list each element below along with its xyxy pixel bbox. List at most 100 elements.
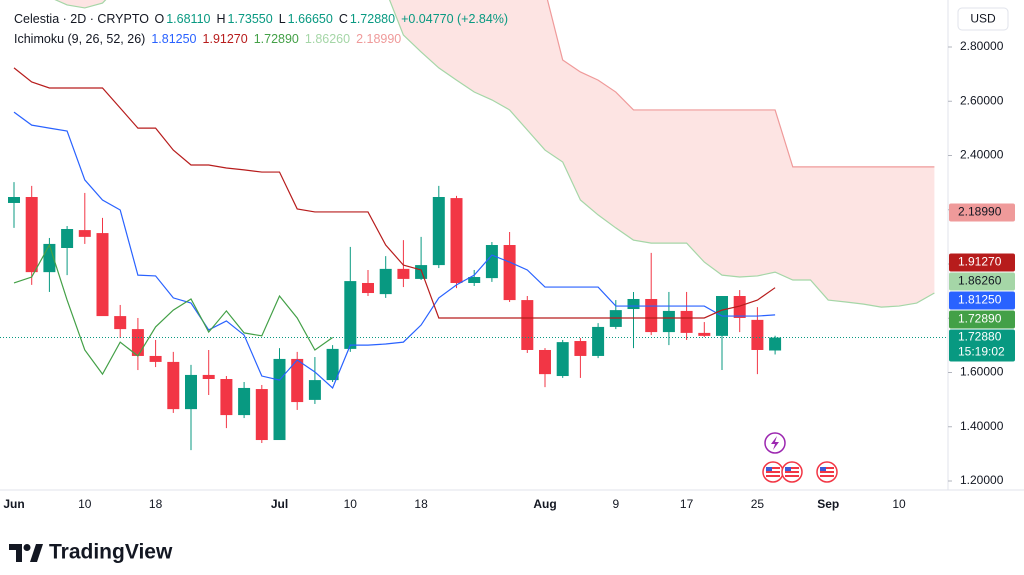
- candle-body: [733, 296, 746, 318]
- flag-stripe: [785, 473, 799, 475]
- flag-canton: [785, 467, 791, 471]
- candle-body: [8, 197, 20, 203]
- candle-body: [485, 245, 498, 279]
- currency: USD: [970, 12, 996, 26]
- legend: Celestia · 2D · CRYPTO O 1.68110 H 1.73550 L…: [14, 9, 514, 49]
- indicator-line: [54, 0, 935, 308]
- x-tick-label: 10: [892, 497, 906, 511]
- candle-body: [78, 230, 91, 237]
- flag-stripe: [766, 469, 780, 471]
- candle-body: [556, 342, 569, 377]
- candle-body: [503, 245, 516, 301]
- candle-body: [185, 374, 197, 410]
- candle-body: [769, 337, 782, 351]
- candle-body: [326, 348, 339, 381]
- y-tick-label: 2.40000: [960, 148, 1004, 162]
- candle-body: [592, 326, 605, 356]
- indicator-badge-label: 1.81250: [958, 293, 1002, 307]
- change: +0.04770 (+2.84%): [401, 12, 509, 26]
- x-tick-label: 17: [680, 497, 694, 511]
- flag-icon[interactable]: [816, 461, 838, 483]
- x-tick-label: Sep: [817, 497, 839, 511]
- flag-canton: [820, 467, 826, 471]
- countdown: 15:19:02: [958, 345, 1005, 359]
- indicator-line: [13, 243, 333, 376]
- flag-stripes: [766, 467, 780, 477]
- candle-body: [25, 197, 38, 273]
- indicator-badge: [949, 272, 1015, 291]
- indicator-value: 1.81250: [151, 32, 197, 46]
- indicator-name: Ichimoku (9, 26, 52, 26): [14, 32, 146, 46]
- candle-body: [114, 316, 127, 330]
- candle-body: [521, 300, 534, 350]
- ohlc-value: 1.72880: [349, 12, 396, 26]
- x-tick-label: 9: [612, 497, 619, 511]
- brand-logo[interactable]: TradingView: [9, 541, 173, 564]
- indicator-badge-label: 2.18990: [958, 205, 1002, 219]
- ohlc-key: O: [154, 12, 165, 26]
- candle-body: [238, 387, 251, 416]
- brand-name: TradingView: [49, 541, 173, 564]
- indicator-line: [13, 67, 776, 319]
- indicator-badge-label: 1.72890: [958, 312, 1002, 326]
- flag-icon[interactable]: [762, 461, 784, 483]
- x-tick-label: Aug: [533, 497, 556, 511]
- flag-stripes: [785, 467, 799, 477]
- currency-box[interactable]: [957, 7, 1009, 31]
- candle-body: [539, 349, 551, 375]
- indicator-badge-label: 1.86260: [958, 274, 1002, 288]
- x-tick-label: Jul: [271, 497, 288, 511]
- candle-body: [432, 197, 445, 266]
- flag-icon[interactable]: [781, 461, 803, 483]
- indicator-value: 1.86260: [304, 32, 351, 46]
- indicator-badge: [949, 253, 1015, 272]
- candle-body: [450, 198, 463, 283]
- candle-body: [255, 389, 268, 441]
- candle-body: [574, 341, 587, 356]
- candle-body: [397, 268, 410, 279]
- cloud: [55, 0, 935, 308]
- ohlc-key: H: [216, 12, 226, 26]
- candle-body: [308, 380, 321, 400]
- candle-body: [645, 298, 658, 333]
- candle-body: [291, 358, 304, 403]
- y-tick-label: 1.60000: [960, 365, 1004, 379]
- lightning: [771, 436, 779, 450]
- candle-body: [202, 374, 215, 380]
- x-tick-label: Jun: [3, 497, 24, 511]
- candle-body: [344, 281, 357, 349]
- flag-stripe: [766, 473, 780, 475]
- y-tick-label: 2.80000: [960, 39, 1004, 53]
- event-icons[interactable]: [762, 432, 838, 483]
- plot-area: [0, 0, 948, 451]
- indicator-line: Ichimoku (9, 26, 52, 26) 1.81250 1.91270 1.…: [14, 29, 514, 49]
- candle-body: [415, 265, 428, 279]
- candle-body: [662, 310, 675, 333]
- indicator-value: 1.91270: [202, 32, 248, 46]
- flag-stripe: [820, 473, 834, 475]
- symbol: Celestia · 2D · CRYPTO: [14, 12, 149, 26]
- flag-canton: [766, 467, 772, 471]
- indicator-line: [546, 0, 935, 168]
- indicator-badge: [949, 291, 1015, 310]
- indicator-badge-label: 1.91270: [958, 255, 1002, 269]
- candle-body: [680, 310, 693, 333]
- candle-body: [131, 329, 144, 356]
- ohlc-value: 1.68110: [166, 12, 211, 26]
- x-tick-label: 10: [344, 497, 358, 511]
- ohlc-key: C: [338, 12, 348, 26]
- flag-stripe: [820, 469, 834, 471]
- indicator-value: 2.18990: [356, 32, 402, 46]
- symbol-line: Celestia · 2D · CRYPTO O 1.68110 H 1.73550 L…: [14, 9, 514, 29]
- ohlc-key: L: [278, 12, 286, 26]
- candle-body: [273, 358, 286, 441]
- candle-body: [149, 355, 162, 362]
- ohlc-value: 1.73550: [227, 12, 273, 26]
- logo-dot: [23, 544, 31, 551]
- candle-body: [627, 298, 640, 310]
- candle-body: [167, 361, 180, 410]
- candle-body: [362, 282, 374, 294]
- x-tick-label: 18: [149, 497, 163, 511]
